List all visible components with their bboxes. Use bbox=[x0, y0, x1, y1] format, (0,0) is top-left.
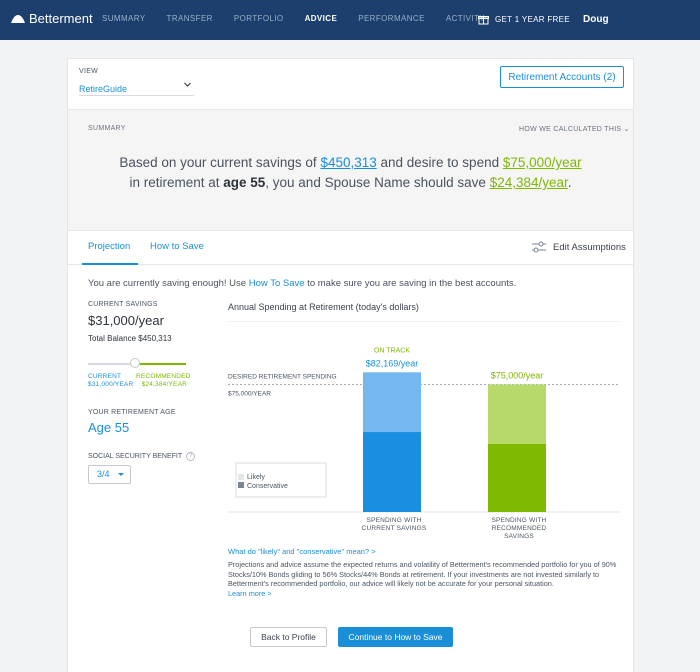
how-calculated-text: HOW WE CALCULATED THIS bbox=[519, 126, 622, 133]
bar-value-recommended: $75,000/year bbox=[491, 371, 544, 381]
help-icon[interactable]: ? bbox=[186, 452, 196, 461]
category-recommended-savings: SPENDING WITH RECOMMENDED SAVINGS bbox=[491, 517, 547, 540]
logo-icon bbox=[11, 14, 25, 23]
social-security-select[interactable]: 3/4 bbox=[88, 465, 131, 484]
disclaimer-text: Projections and advice assume the expect… bbox=[228, 560, 617, 589]
bar-value-current: $82,169/year bbox=[366, 358, 419, 368]
desired-spending-value: $75,000/YEAR bbox=[228, 391, 271, 398]
summary-sentence: Based on your current savings of $450,31… bbox=[88, 153, 613, 193]
how-calculated-link[interactable]: HOW WE CALCULATED THIS ⌄ bbox=[519, 125, 630, 133]
sliders-icon bbox=[532, 241, 546, 253]
edit-assumptions-label: Edit Assumptions bbox=[553, 241, 626, 253]
brand-name: Betterment bbox=[29, 11, 93, 26]
disclaimer: Projections and advice assume the expect… bbox=[228, 560, 623, 598]
social-security-label: SOCIAL SECURITY BENEFIT? bbox=[88, 452, 196, 461]
social-security-label-text: SOCIAL SECURITY BENEFIT bbox=[88, 453, 183, 460]
social-security-value: 3/4 bbox=[97, 469, 110, 479]
savings-slider-handle[interactable] bbox=[130, 358, 140, 368]
user-menu[interactable]: Doug bbox=[583, 14, 609, 25]
retirement-accounts-button[interactable]: Retirement Accounts (2) bbox=[500, 66, 624, 88]
desired-spending-label: DESIRED RETIREMENT SPENDING bbox=[228, 374, 337, 381]
slider-recommended-value: $24,384/YEAR bbox=[141, 381, 187, 388]
recommended-save-link[interactable]: $24,384/year bbox=[489, 175, 568, 190]
summary-text: and desire to spend bbox=[376, 155, 503, 170]
total-balance: Total Balance $450,313 bbox=[88, 334, 172, 343]
likely-conservative-faq-link[interactable]: What do "likely" and "conservative" mean… bbox=[228, 547, 376, 556]
edit-assumptions-button[interactable]: Edit Assumptions bbox=[531, 241, 626, 253]
summary-panel: SUMMARY HOW WE CALCULATED THIS ⌄ Based o… bbox=[68, 109, 633, 231]
slider-recommended-label: RECOMMENDED $24,384/YEAR bbox=[136, 373, 191, 389]
nav-advice[interactable]: ADVICE bbox=[304, 14, 338, 23]
current-savings-label: CURRENT SAVINGS bbox=[88, 301, 158, 308]
learn-more-link[interactable]: Learn more > bbox=[228, 588, 272, 598]
view-select-value: RetireGuide bbox=[79, 84, 128, 94]
summary-text: in retirement at bbox=[129, 175, 224, 190]
nav-activity[interactable]: ACTIVITY bbox=[445, 14, 486, 23]
current-savings-value: $31,000/year bbox=[88, 313, 164, 328]
notice-text: to make sure you are saving in the best … bbox=[304, 278, 517, 289]
chevron-down-icon: ⌄ bbox=[623, 126, 630, 133]
summary-label: SUMMARY bbox=[88, 125, 126, 132]
spending-chart: DESIRED RETIREMENT SPENDING $75,000/YEAR… bbox=[228, 321, 620, 513]
view-select[interactable]: RetireGuide bbox=[79, 79, 194, 96]
summary-text: , you and Spouse Name should save bbox=[265, 175, 490, 190]
retirement-age-label: YOUR RETIREMENT AGE bbox=[88, 409, 176, 416]
retirement-age-value[interactable]: Age 55 bbox=[88, 420, 130, 435]
spend-link[interactable]: $75,000/year bbox=[502, 155, 582, 170]
back-to-profile-button[interactable]: Back to Profile bbox=[250, 627, 327, 647]
summary-text: Based on your current savings of bbox=[119, 155, 321, 170]
chart-legend bbox=[235, 462, 327, 498]
continue-button[interactable]: Continue to How to Save bbox=[338, 627, 453, 647]
active-tab-indicator bbox=[82, 263, 138, 265]
bar-recommended-conservative bbox=[488, 444, 546, 512]
savings-slider-fill bbox=[136, 363, 186, 365]
slider-current-label: CURRENT $31,000/YEAR bbox=[88, 373, 133, 389]
savings-link[interactable]: $450,313 bbox=[320, 155, 377, 170]
tab-projection[interactable]: Projection bbox=[88, 241, 131, 252]
caret-down-icon bbox=[118, 473, 124, 476]
top-nav: Betterment SUMMARY TRANSFER PORTFOLIO AD… bbox=[0, 0, 700, 40]
notice-text: You are currently saving enough! Use bbox=[88, 278, 249, 289]
on-track-label: ON TRACK bbox=[374, 347, 410, 354]
nav-transfer[interactable]: TRANSFER bbox=[166, 14, 213, 23]
advice-card: VIEW RetireGuide Retirement Accounts (2)… bbox=[67, 58, 634, 672]
view-label: VIEW bbox=[79, 68, 99, 75]
legend-conservative: Conservative bbox=[247, 483, 288, 490]
legend-likely-swatch bbox=[238, 474, 244, 480]
slider-recommended-title: RECOMMENDED bbox=[136, 373, 191, 380]
how-to-save-link[interactable]: How To Save bbox=[248, 278, 305, 289]
gift-icon bbox=[478, 16, 489, 25]
betterment-logo[interactable]: Betterment bbox=[10, 11, 93, 26]
promo-label: GET 1 YEAR FREE bbox=[495, 15, 570, 24]
retirement-age-text: age 55 bbox=[223, 175, 266, 190]
summary-text: . bbox=[567, 175, 572, 190]
tab-bar: Projection How to Save Edit Assumptions bbox=[68, 232, 633, 265]
legend-conservative-swatch bbox=[238, 482, 244, 488]
nav-performance[interactable]: PERFORMANCE bbox=[358, 14, 425, 23]
chevron-down-icon bbox=[184, 82, 191, 87]
bar-current-conservative bbox=[363, 432, 421, 512]
nav-summary[interactable]: SUMMARY bbox=[102, 14, 146, 23]
chart-title: Annual Spending at Retirement (today's d… bbox=[228, 302, 419, 312]
tab-how-to-save[interactable]: How to Save bbox=[150, 241, 204, 252]
promo-link[interactable]: GET 1 YEAR FREE bbox=[478, 14, 570, 25]
nav-portfolio[interactable]: PORTFOLIO bbox=[233, 14, 284, 23]
slider-current-title: CURRENT bbox=[88, 373, 122, 380]
legend-likely: Likely bbox=[247, 474, 265, 481]
saving-notice: You are currently saving enough! Use How… bbox=[88, 278, 516, 289]
slider-current-value: $31,000/YEAR bbox=[88, 381, 134, 388]
category-current-savings: SPENDING WITH CURRENT SAVINGS bbox=[361, 517, 427, 532]
